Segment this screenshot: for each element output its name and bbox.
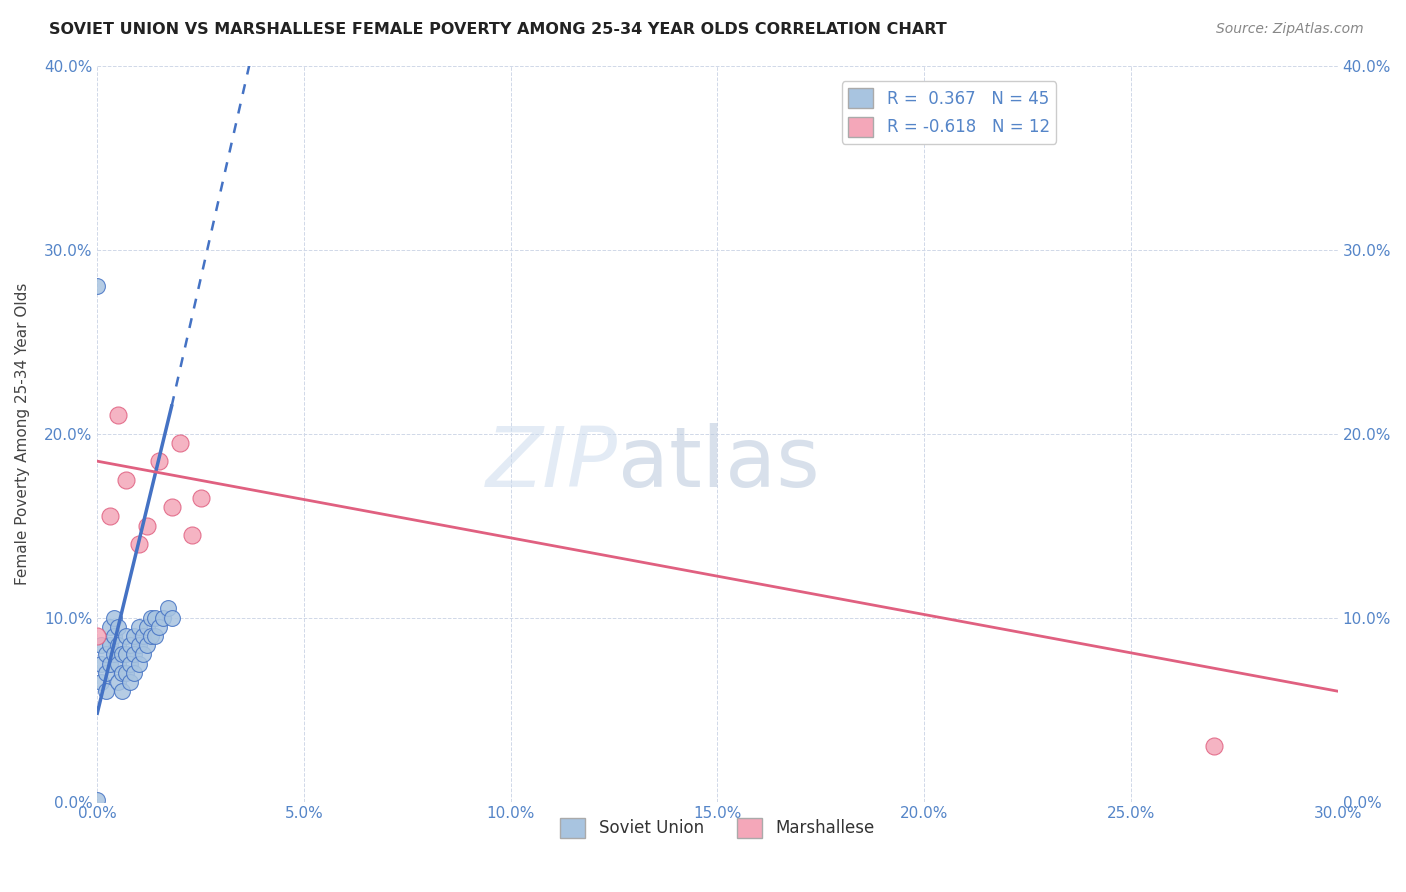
Point xyxy=(152,610,174,624)
Point xyxy=(120,675,142,690)
Point xyxy=(120,657,142,671)
Point xyxy=(148,454,170,468)
Point xyxy=(115,648,138,662)
Point xyxy=(135,620,157,634)
Point xyxy=(169,435,191,450)
Y-axis label: Female Poverty Among 25-34 Year Olds: Female Poverty Among 25-34 Year Olds xyxy=(15,283,30,585)
Point xyxy=(148,620,170,634)
Point xyxy=(115,473,138,487)
Point xyxy=(90,657,112,671)
Point xyxy=(139,629,162,643)
Point xyxy=(139,610,162,624)
Point xyxy=(1202,739,1225,754)
Point xyxy=(98,620,121,634)
Point xyxy=(115,629,138,643)
Point xyxy=(115,665,138,680)
Point xyxy=(160,500,183,515)
Point xyxy=(120,638,142,652)
Point xyxy=(86,279,108,293)
Point xyxy=(128,638,150,652)
Point xyxy=(98,638,121,652)
Point xyxy=(94,648,117,662)
Point xyxy=(98,657,121,671)
Point xyxy=(98,509,121,524)
Point xyxy=(143,629,166,643)
Legend: Soviet Union, Marshallese: Soviet Union, Marshallese xyxy=(554,811,882,845)
Point xyxy=(107,638,129,652)
Point xyxy=(124,665,146,680)
Point xyxy=(160,610,183,624)
Point xyxy=(156,601,179,615)
Point xyxy=(94,665,117,680)
Point xyxy=(103,648,125,662)
Point xyxy=(103,629,125,643)
Point xyxy=(107,675,129,690)
Point xyxy=(90,638,112,652)
Point xyxy=(86,629,108,643)
Point xyxy=(124,648,146,662)
Point xyxy=(190,491,212,505)
Text: ZIP: ZIP xyxy=(486,423,619,503)
Point xyxy=(107,620,129,634)
Point xyxy=(107,408,129,422)
Point xyxy=(143,610,166,624)
Text: atlas: atlas xyxy=(619,423,820,503)
Text: SOVIET UNION VS MARSHALLESE FEMALE POVERTY AMONG 25-34 YEAR OLDS CORRELATION CHA: SOVIET UNION VS MARSHALLESE FEMALE POVER… xyxy=(49,22,948,37)
Point xyxy=(181,528,204,542)
Text: Source: ZipAtlas.com: Source: ZipAtlas.com xyxy=(1216,22,1364,37)
Point xyxy=(135,518,157,533)
Point xyxy=(132,629,155,643)
Point xyxy=(124,629,146,643)
Point xyxy=(132,648,155,662)
Point xyxy=(103,610,125,624)
Point xyxy=(111,665,134,680)
Point xyxy=(111,684,134,698)
Point xyxy=(128,537,150,551)
Point xyxy=(128,620,150,634)
Point xyxy=(128,657,150,671)
Point xyxy=(135,638,157,652)
Point xyxy=(90,675,112,690)
Point xyxy=(94,684,117,698)
Point xyxy=(86,793,108,807)
Point xyxy=(107,657,129,671)
Point xyxy=(111,648,134,662)
